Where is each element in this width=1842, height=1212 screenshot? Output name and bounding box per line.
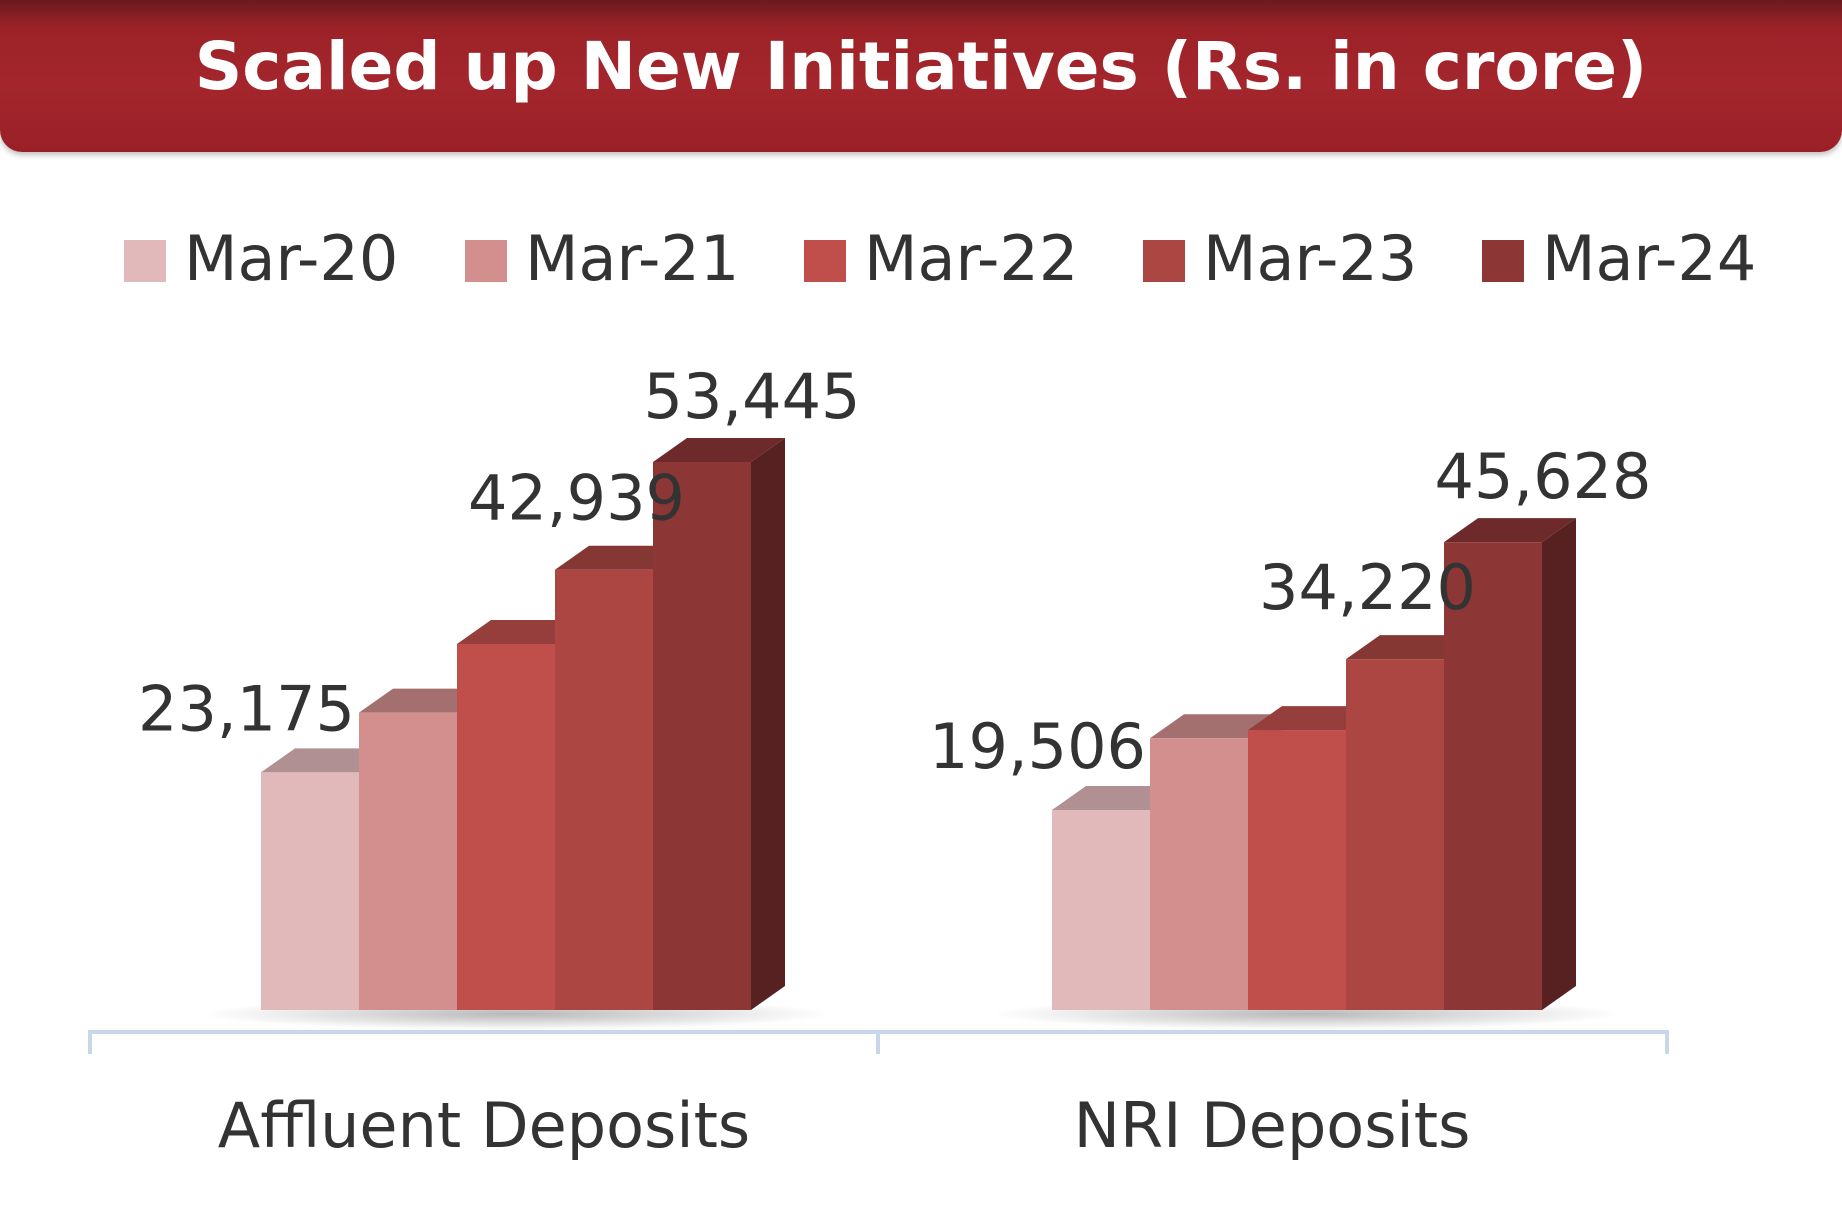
data-label-affluent-deposits-mar-23: 42,939 bbox=[468, 462, 685, 535]
bar-top-nri-deposits-mar-24 bbox=[1444, 518, 1576, 543]
title-banner: Scaled up New Initiatives (Rs. in crore) bbox=[0, 0, 1842, 152]
bar-affluent-deposits-mar-24 bbox=[653, 462, 751, 1010]
category-label-affluent-deposits: Affluent Deposits bbox=[218, 1089, 750, 1162]
bar-affluent-deposits-mar-21 bbox=[359, 712, 457, 1010]
bar-side-affluent-deposits-mar-24 bbox=[751, 438, 785, 1010]
legend-swatch-mar-22 bbox=[804, 240, 846, 282]
bar-nri-deposits-mar-20 bbox=[1052, 809, 1150, 1010]
legend: Mar-20 Mar-21 Mar-22 Mar-23 Mar-24 bbox=[124, 222, 1756, 295]
legend-swatch-mar-23 bbox=[1143, 240, 1185, 282]
bar-affluent-deposits-mar-23 bbox=[555, 569, 653, 1010]
x-axis: Affluent Deposits NRI Deposits bbox=[88, 1030, 1669, 1162]
bar-nri-deposits-mar-22 bbox=[1248, 730, 1346, 1010]
bar-nri-deposits-mar-23 bbox=[1346, 659, 1444, 1010]
category-label-nri-deposits: NRI Deposits bbox=[1074, 1089, 1471, 1162]
bar-nri-deposits-mar-24 bbox=[1444, 542, 1542, 1010]
data-label-affluent-deposits-mar-24: 53,445 bbox=[644, 360, 861, 433]
legend-label-mar-21: Mar-21 bbox=[525, 222, 739, 295]
legend-swatch-mar-24 bbox=[1482, 240, 1524, 282]
data-label-affluent-deposits-mar-20: 23,175 bbox=[138, 672, 355, 745]
data-label-nri-deposits-mar-20: 19,506 bbox=[929, 710, 1146, 783]
bars bbox=[261, 438, 1576, 1010]
bar-affluent-deposits-mar-22 bbox=[457, 643, 555, 1010]
legend-label-mar-22: Mar-22 bbox=[864, 222, 1078, 295]
chart-title: Scaled up New Initiatives (Rs. in crore) bbox=[194, 28, 1648, 105]
legend-swatch-mar-21 bbox=[465, 240, 507, 282]
bar-affluent-deposits-mar-20 bbox=[261, 772, 359, 1010]
bar-nri-deposits-mar-21 bbox=[1150, 738, 1248, 1010]
bar-side-nri-deposits-mar-24 bbox=[1542, 518, 1576, 1010]
legend-label-mar-20: Mar-20 bbox=[184, 222, 398, 295]
legend-label-mar-24: Mar-24 bbox=[1542, 222, 1756, 295]
bar-top-affluent-deposits-mar-24 bbox=[653, 438, 785, 462]
data-label-nri-deposits-mar-24: 45,628 bbox=[1435, 440, 1652, 513]
data-labels: 23,175 42,939 53,445 19,506 34,220 45,628 bbox=[138, 360, 1651, 783]
legend-label-mar-23: Mar-23 bbox=[1203, 222, 1417, 295]
data-label-nri-deposits-mar-23: 34,220 bbox=[1259, 551, 1476, 624]
legend-swatch-mar-20 bbox=[124, 240, 166, 282]
